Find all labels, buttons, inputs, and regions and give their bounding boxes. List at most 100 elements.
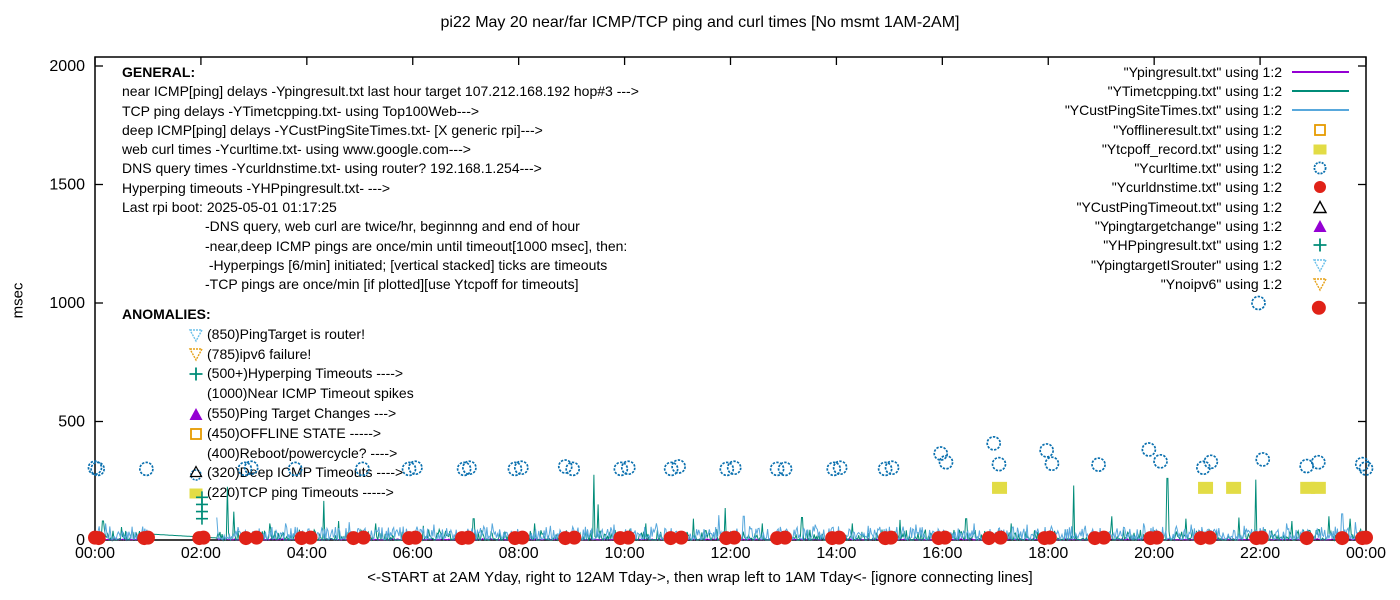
series-square-filled-Ytcpoff_recordtxt [992, 481, 1326, 494]
x-tick-label: 00:00 [75, 545, 115, 562]
legend: "Ypingresult.txt" using 1:2 "YTimetcpping… [1065, 62, 1354, 294]
legend-label: "Ypingtargetchange" using 1:2 [1094, 218, 1282, 235]
anomaly-tri-circle-icon [189, 465, 203, 482]
legend-item: "Ypingresult.txt" using 1:2 [1065, 62, 1354, 81]
x-tick-label: 00:00 [1346, 545, 1386, 562]
legend-label: "YHPpingresult.txt" using 1:2 [1103, 237, 1282, 254]
legend-plus-icon [1313, 238, 1327, 252]
legend-square-open-icon [1314, 123, 1326, 136]
x-tick-label: 16:00 [922, 545, 962, 562]
anomaly-text: (220)TCP ping Timeouts -----> [207, 484, 394, 501]
legend-item: "YCustPingSiteTimes.txt" using 1:2 [1065, 101, 1354, 120]
anomaly-item: (850)PingTarget is router! [188, 325, 414, 345]
legend-label: "Ynoipv6" using 1:2 [1160, 275, 1282, 292]
anomaly-text: (850)PingTarget is router! [207, 325, 365, 342]
general-line: Hyperping timeouts -YHPpingresult.txt- -… [122, 179, 391, 196]
series-line-YCustPingSiteTimestxt [94, 513, 1367, 542]
general-note-line: -TCP pings are once/min [if plotted][use… [205, 276, 579, 293]
legend-item: "Ypingtargetchange" using 1:2 [1065, 216, 1354, 235]
legend-circle-filled-icon [1314, 181, 1326, 194]
legend-item: "YpingtargetISrouter" using 1:2 [1065, 255, 1354, 274]
general-line: DNS query times -Ycurldnstime.txt- using… [122, 160, 542, 177]
legend-label: "YCustPingTimeout.txt" using 1:2 [1076, 198, 1282, 215]
anomaly-item: (450)OFFLINE STATE -----> [188, 424, 414, 444]
general-line: web curl times -Ycurltime.txt- using www… [122, 141, 471, 158]
legend-item: "Ynoipv6" using 1:2 [1065, 274, 1354, 293]
legend-circle-open-icon [1313, 161, 1327, 175]
x-tick-label: 08:00 [499, 545, 539, 562]
anomaly-item: (1000)Near ICMP Timeout spikes [188, 384, 414, 404]
general-heading: GENERAL: [122, 64, 196, 80]
x-tick-label: 02:00 [181, 545, 221, 562]
anomaly-text: (500+)Hyperping Timeouts ----> [207, 365, 404, 382]
legend-item: "Ytcpoff_record.txt" using 1:2 [1065, 139, 1354, 158]
legend-label: "YCustPingSiteTimes.txt" using 1:2 [1064, 102, 1282, 119]
general-note-line: -near,deep ICMP pings are once/min until… [205, 237, 628, 254]
anomaly-tri-down-open-icon [188, 328, 204, 343]
x-tick-label: 12:00 [710, 545, 750, 562]
x-axis-label: <-START at 2AM Yday, right to 12AM Tday-… [367, 569, 1033, 586]
anomaly-item: (400)Reboot/powercycle? ----> [188, 444, 414, 464]
anomaly-text: (400)Reboot/powercycle? ----> [207, 444, 398, 461]
legend-tri-down-open-icon [1312, 258, 1328, 273]
anomaly-tri-down-open-icon [188, 348, 204, 362]
legend-square-filled-icon [1313, 144, 1327, 155]
x-tick-label: 06:00 [393, 545, 433, 562]
legend-label: "Ytcpoff_record.txt" using 1:2 [1101, 140, 1282, 157]
series-line-Ypingresulttxt [94, 537, 1366, 541]
anomaly-square-open-icon [190, 427, 202, 440]
legend-label: "Ypingresult.txt" using 1:2 [1123, 63, 1282, 80]
anomaly-item: (500+)Hyperping Timeouts ----> [188, 364, 414, 384]
anomaly-plus-icon [189, 367, 203, 381]
legend-line-icon [1291, 109, 1349, 112]
anomaly-tri-up-filled-icon [189, 407, 203, 420]
x-tick-label: 14:00 [816, 545, 856, 562]
anomaly-text: (320)Deep ICMP Timeouts ----> [207, 464, 404, 481]
legend-item: "Yofflineresult.txt" using 1:2 [1065, 120, 1354, 139]
chart-title: pi22 May 20 near/far ICMP/TCP ping and c… [440, 14, 960, 31]
anomaly-text: (550)Ping Target Changes ---> [207, 404, 397, 421]
anomaly-text: (785)ipv6 failure! [207, 345, 312, 362]
legend-tri-up-open-icon [1312, 199, 1328, 213]
legend-item: "YCustPingTimeout.txt" using 1:2 [1065, 197, 1354, 216]
anomaly-item: (785)ipv6 failure! [188, 345, 414, 365]
y-tick-label: 1000 [49, 295, 85, 312]
anomalies-heading: ANOMALIES: [122, 306, 211, 322]
general-line: TCP ping delays -YTimetcpping.txt- using… [122, 102, 480, 119]
anomaly-item: (550)Ping Target Changes ---> [188, 404, 414, 424]
general-line: near ICMP[ping] delays -Ypingresult.txt … [122, 83, 639, 100]
x-tick-label: 10:00 [605, 545, 645, 562]
anomalies-block: ANOMALIES: (850)PingTarget is router! (785… [122, 305, 414, 503]
legend-item: "Ycurltime.txt" using 1:2 [1065, 158, 1354, 177]
legend-label: "Ycurltime.txt" using 1:2 [1134, 160, 1282, 177]
anomaly-text: (450)OFFLINE STATE -----> [207, 424, 382, 441]
legend-label: "YTimetcpping.txt" using 1:2 [1107, 82, 1282, 99]
x-tick-label: 04:00 [287, 545, 327, 562]
y-tick-label: 0 [76, 532, 85, 549]
general-line: deep ICMP[ping] delays -YCustPingSiteTim… [122, 121, 543, 138]
general-notes-block: GENERAL: near ICMP[ping] delays -Ypingres… [122, 63, 639, 295]
y-tick-label: 500 [58, 414, 85, 431]
general-note-line: -DNS query, web curl are twice/hr, begin… [205, 218, 580, 235]
x-tick-label: 20:00 [1134, 545, 1174, 562]
general-note-line: -Hyperpings [6/min] initiated; [vertical… [205, 256, 608, 273]
x-tick-label: 22:00 [1240, 545, 1280, 562]
legend-line-icon [1291, 70, 1349, 73]
legend-item: "Ycurldnstime.txt" using 1:2 [1065, 178, 1354, 197]
legend-line-icon [1291, 89, 1349, 92]
anomaly-item: (220)TCP ping Timeouts -----> [188, 483, 414, 503]
legend-label: "Ycurldnstime.txt" using 1:2 [1111, 179, 1282, 196]
legend-item: "YTimetcpping.txt" using 1:2 [1065, 81, 1354, 100]
general-line: Last rpi boot: 2025-05-01 01:17:25 [122, 199, 337, 216]
anomaly-square-filled-icon [189, 488, 203, 499]
y-tick-label: 2000 [49, 58, 85, 75]
legend-tri-down-open-icon [1312, 278, 1328, 292]
anomaly-text: (1000)Near ICMP Timeout spikes [207, 385, 414, 402]
y-tick-label: 1500 [49, 177, 85, 194]
y-axis-label: msec [9, 282, 27, 319]
legend-tri-up-filled-icon [1313, 220, 1327, 233]
legend-label: "Yofflineresult.txt" using 1:2 [1113, 121, 1282, 138]
x-tick-label: 18:00 [1028, 545, 1068, 562]
anomaly-item: (320)Deep ICMP Timeouts ----> [188, 463, 414, 483]
